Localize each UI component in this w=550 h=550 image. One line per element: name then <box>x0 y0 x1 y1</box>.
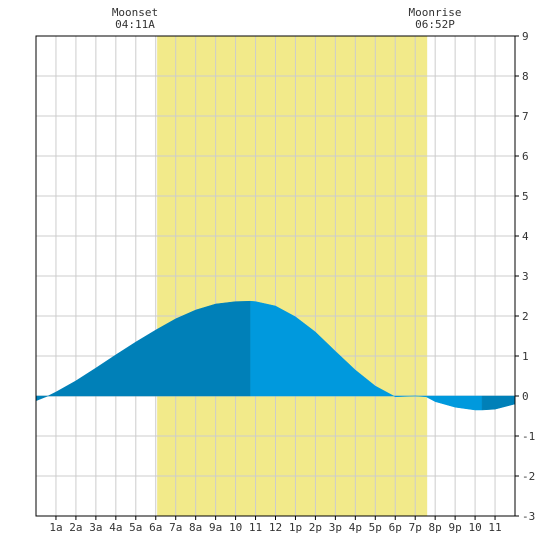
x-tick-label: 7p <box>409 521 422 534</box>
tide-area-segment <box>35 300 251 402</box>
x-tick-label: 3a <box>89 521 102 534</box>
x-tick-label: 11 <box>249 521 262 534</box>
moonset-title: Moonset <box>111 6 159 19</box>
moonset-label: Moonset 04:11A <box>105 7 165 31</box>
x-tick-label: 8p <box>429 521 442 534</box>
x-tick-label: 3p <box>329 521 342 534</box>
x-tick-label: 11 <box>488 521 501 534</box>
y-tick-label: 7 <box>522 110 529 123</box>
tide-area-segment <box>250 300 483 411</box>
x-tick-label: 9p <box>449 521 462 534</box>
x-tick-label: 10 <box>229 521 242 534</box>
x-tick-label: 4p <box>349 521 362 534</box>
y-tick-label: 1 <box>522 350 529 363</box>
x-tick-label: 8a <box>189 521 202 534</box>
tide-areas <box>35 300 516 411</box>
y-tick-label: -3 <box>522 510 535 523</box>
y-tick-label: 4 <box>522 230 529 243</box>
x-axis-ticks: 1a 2a 3a 4a 5a 6a 7a 8a 9a 10 11 12 1p 2p 3p 4p 5p 6p 7p 8p… <box>49 516 502 534</box>
x-tick-label: 2p <box>309 521 322 534</box>
x-tick-label: 7a <box>169 521 182 534</box>
y-tick-label: -2 <box>522 470 535 483</box>
y-tick-label: 8 <box>522 70 529 83</box>
x-tick-label: 6a <box>149 521 162 534</box>
moonrise-title: Moonrise <box>408 6 462 19</box>
x-tick-label: 9a <box>209 521 222 534</box>
x-tick-label: 2a <box>69 521 82 534</box>
y-tick-label: 5 <box>522 190 529 203</box>
y-tick-label: 3 <box>522 270 529 283</box>
x-tick-label: 10 <box>468 521 481 534</box>
y-tick-label: 9 <box>522 30 529 43</box>
y-axis-ticks: 9 8 7 6 5 4 3 2 1 0 -1 -2 -3 <box>515 30 535 523</box>
x-tick-label: 5a <box>129 521 142 534</box>
x-tick-label: 1p <box>289 521 302 534</box>
moonrise-label: Moonrise 06:52P <box>400 7 470 31</box>
x-tick-label: 6p <box>389 521 402 534</box>
y-tick-label: 6 <box>522 150 529 163</box>
x-tick-label: 12 <box>269 521 282 534</box>
tide-area-segment <box>481 395 516 411</box>
x-tick-label: 4a <box>109 521 122 534</box>
x-tick-label: 5p <box>369 521 382 534</box>
x-tick-label: 1a <box>49 521 62 534</box>
moonset-time: 04:11A <box>115 18 155 31</box>
y-tick-label: -1 <box>522 430 535 443</box>
moonrise-time: 06:52P <box>415 18 455 31</box>
y-tick-label: 0 <box>522 390 529 403</box>
y-tick-label: 2 <box>522 310 529 323</box>
